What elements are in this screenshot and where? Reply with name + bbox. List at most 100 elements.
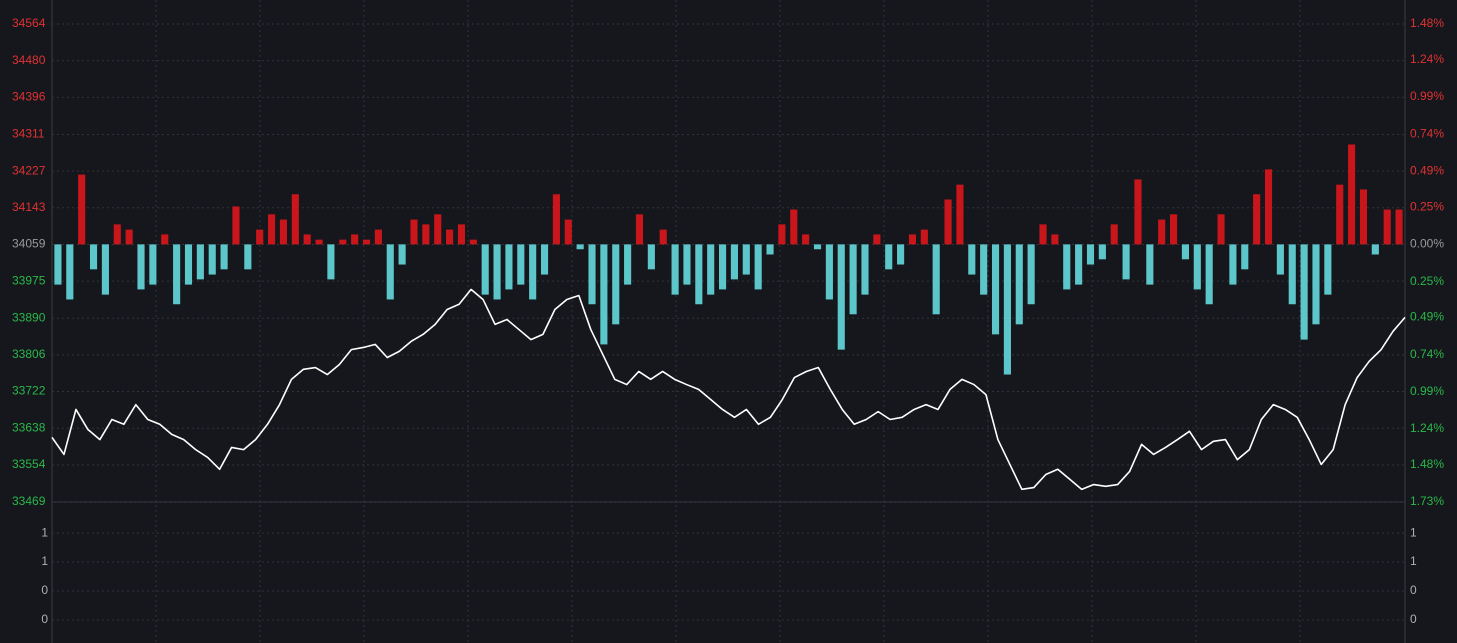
bar (268, 214, 276, 245)
bar (1110, 224, 1118, 245)
bar (1395, 209, 1403, 245)
bar (671, 244, 679, 295)
bar (374, 229, 382, 245)
y2-tick-label: 0.99% (1410, 384, 1444, 398)
y-tick-label: 34480 (12, 53, 46, 67)
bar (1348, 144, 1356, 245)
bar (54, 244, 62, 285)
y2-tick-label: 1.48% (1410, 457, 1444, 471)
bar (256, 229, 264, 245)
y2-tick-label: 0 (1410, 612, 1417, 626)
bar (540, 244, 549, 275)
bar (1170, 214, 1178, 245)
bar (386, 244, 394, 300)
vertical-grid (155, 0, 1301, 643)
bar (1193, 244, 1201, 290)
y2-tick-label: 0.49% (1410, 164, 1444, 178)
bar (184, 244, 193, 285)
y-tick-label: 34311 (12, 127, 45, 141)
bar (422, 224, 430, 245)
bar (315, 239, 323, 245)
bar (1324, 244, 1332, 295)
bar (362, 239, 371, 245)
bar (695, 244, 703, 305)
bar (885, 244, 893, 270)
y2-tick-label: 0.00% (1410, 237, 1444, 251)
bar (1122, 244, 1130, 280)
bar (1229, 244, 1237, 285)
bar (991, 244, 1000, 335)
bar (220, 244, 228, 270)
bar (1075, 244, 1083, 285)
bar (161, 234, 169, 245)
y-tick-label: 0 (41, 612, 48, 626)
y-tick-label: 0 (41, 583, 48, 597)
y2-tick-label: 1.48% (1410, 16, 1444, 30)
bar (1086, 244, 1095, 265)
bar (600, 244, 608, 345)
bar (766, 244, 774, 255)
y2-tick-label: 0.49% (1410, 310, 1444, 324)
bar (173, 244, 181, 305)
bar (137, 244, 145, 290)
bar (1336, 184, 1344, 245)
bar (980, 244, 988, 295)
y-tick-label: 34396 (12, 90, 46, 104)
bar (968, 244, 976, 275)
bar (624, 244, 632, 285)
bar (493, 244, 501, 300)
bar (683, 244, 691, 285)
bar (612, 244, 620, 325)
y2-tick-label: 0.25% (1410, 199, 1444, 213)
bar (446, 229, 454, 245)
y2-tick-label: 0.74% (1410, 347, 1444, 361)
y2-tick-label: 1.73% (1410, 494, 1444, 508)
bar (873, 234, 881, 245)
bar (1003, 244, 1011, 375)
bar (529, 244, 537, 300)
bar (351, 234, 359, 245)
bar (1383, 209, 1391, 245)
bar (78, 174, 86, 245)
bar (802, 234, 810, 245)
bar (944, 199, 952, 245)
bar (576, 244, 584, 250)
bar (505, 244, 513, 290)
bar (1146, 244, 1154, 285)
bar (825, 244, 833, 300)
bar (1300, 244, 1308, 340)
bar (588, 244, 596, 305)
bar (1371, 244, 1379, 255)
bar (1134, 179, 1142, 245)
bar (232, 206, 240, 245)
bar (920, 229, 928, 245)
bar (1181, 244, 1189, 260)
bar (932, 244, 940, 315)
y-tick-label: 33469 (12, 494, 46, 508)
bar (1276, 244, 1284, 275)
bar (790, 209, 798, 245)
bar (1098, 244, 1106, 260)
y-tick-label: 33722 (12, 384, 46, 398)
bar (1158, 219, 1166, 245)
bar (659, 229, 667, 245)
bar (813, 244, 822, 250)
y2-tick-label: 0.99% (1410, 89, 1444, 103)
bar (434, 214, 442, 245)
bar (398, 244, 406, 265)
y-tick-label: 33975 (12, 273, 46, 287)
bar (1205, 244, 1213, 305)
bar (552, 194, 560, 245)
bar (897, 244, 905, 265)
bar (1359, 189, 1368, 245)
y-tick-label: 34564 (12, 16, 46, 30)
bar (208, 244, 216, 275)
y-tick-label: 34227 (12, 163, 46, 177)
bar (564, 219, 572, 245)
bar (730, 244, 738, 280)
y2-tick-label: 0 (1410, 583, 1417, 597)
bar (339, 239, 347, 245)
bar (291, 194, 299, 245)
